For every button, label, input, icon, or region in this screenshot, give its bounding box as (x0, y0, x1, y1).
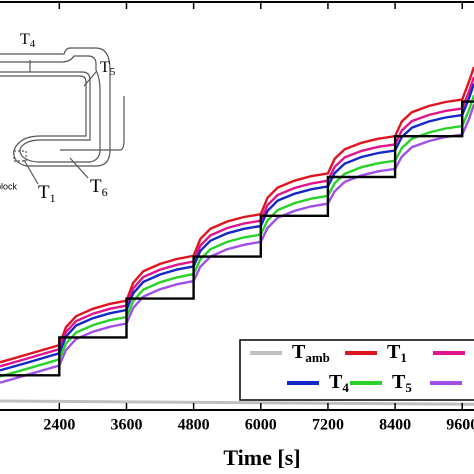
x-axis-label: Time [s] (223, 445, 300, 470)
inset-label: T4 (20, 31, 36, 50)
legend-label: Tamb (292, 341, 330, 365)
inset-labels: T4 T5 T1 T6 block (0, 31, 116, 205)
pointer (23, 159, 39, 185)
legend-label-sub: 5 (405, 380, 412, 395)
x-tick-label: 7200 (312, 417, 344, 434)
inset-label: T1 (38, 182, 56, 204)
block-box (13, 150, 27, 162)
legend-label-sub: 1 (400, 350, 407, 365)
x-tick-label: 6000 (245, 417, 277, 434)
pipe (0, 55, 101, 163)
legend-label-main: T (387, 341, 401, 363)
legend-label: T5 (392, 371, 412, 395)
legend-label-sub: amb (305, 350, 330, 365)
legend-label-main: T (329, 371, 343, 393)
inset-label: T5 (100, 59, 116, 78)
x-tick-label: 3600 (110, 417, 142, 434)
legend-label: T1 (387, 341, 407, 365)
legend-label-sub: 4 (342, 380, 349, 395)
x-tick-label: 9600 (446, 417, 474, 434)
plot-area (0, 66, 474, 406)
pipe (0, 47, 111, 167)
inset-diagram (0, 47, 125, 185)
pipe (60, 96, 125, 151)
legend-box (239, 339, 474, 401)
legend-label-main: T (392, 371, 406, 393)
x-tick-label: 2400 (43, 417, 75, 434)
legend-label-main: T (292, 341, 306, 363)
series-line (0, 399, 474, 406)
x-tick-label: 8400 (379, 417, 411, 434)
x-tick-label: 4800 (178, 417, 210, 434)
series-line (0, 100, 474, 377)
inset-label: block (0, 181, 18, 191)
pointer (83, 71, 97, 87)
pointer (69, 157, 89, 179)
legend-label: T4 (329, 371, 349, 395)
inset-label: T6 (90, 176, 108, 198)
series-line (0, 66, 474, 364)
